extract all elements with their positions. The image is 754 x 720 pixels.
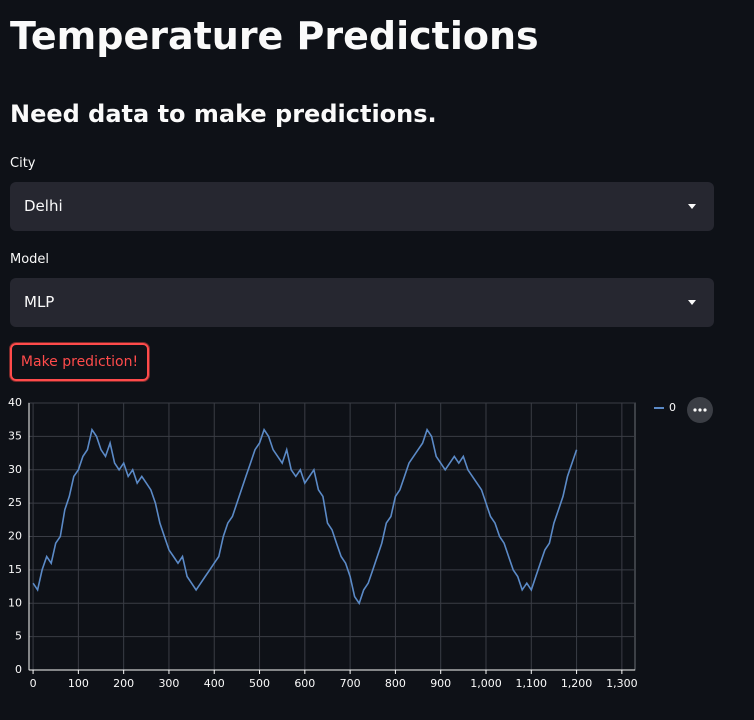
city-label: City [10, 156, 36, 171]
x-tick-label: 0 [30, 677, 37, 690]
dropdown-arrow [688, 204, 696, 209]
y-tick-label: 20 [8, 530, 22, 543]
menu-dot [698, 408, 702, 412]
subtitle: Need data to make predictions. [10, 100, 437, 128]
dropdown-arrow [688, 300, 696, 305]
x-tick-label: 500 [249, 677, 270, 690]
y-tick-label: 30 [8, 463, 22, 476]
legend-label: 0 [669, 401, 676, 414]
menu-dot [703, 408, 707, 412]
x-tick-label: 600 [294, 677, 315, 690]
x-tick-label: 800 [385, 677, 406, 690]
x-tick-label: 700 [340, 677, 361, 690]
x-tick-label: 300 [158, 677, 179, 690]
y-tick-label: 40 [8, 396, 22, 409]
menu-dot [693, 408, 697, 412]
model-select[interactable]: MLP [10, 278, 714, 327]
x-tick-label: 100 [68, 677, 89, 690]
x-tick-label: 400 [204, 677, 225, 690]
x-tick-label: 900 [430, 677, 451, 690]
y-tick-label: 10 [8, 596, 22, 609]
y-tick-label: 25 [8, 496, 22, 509]
x-tick-label: 1,300 [606, 677, 638, 690]
model-value: MLP [24, 293, 55, 311]
page-title: Temperature Predictions [10, 14, 539, 58]
menu-button[interactable] [687, 397, 713, 423]
plot-frame [28, 402, 636, 671]
x-tick-label: 200 [113, 677, 134, 690]
predict-button[interactable]: Make prediction! [10, 343, 149, 381]
y-tick-label: 35 [8, 429, 22, 442]
city-select[interactable]: Delhi [10, 182, 714, 231]
model-label: Model [10, 252, 50, 267]
city-value: Delhi [24, 197, 63, 215]
y-tick-label: 5 [15, 630, 22, 643]
y-tick-label: 0 [15, 663, 22, 676]
data-line [32, 427, 578, 606]
x-tick-label: 1,100 [516, 677, 548, 690]
x-tick-label: 1,200 [561, 677, 593, 690]
x-tick-label: 1,000 [470, 677, 502, 690]
y-tick-label: 15 [8, 563, 22, 576]
